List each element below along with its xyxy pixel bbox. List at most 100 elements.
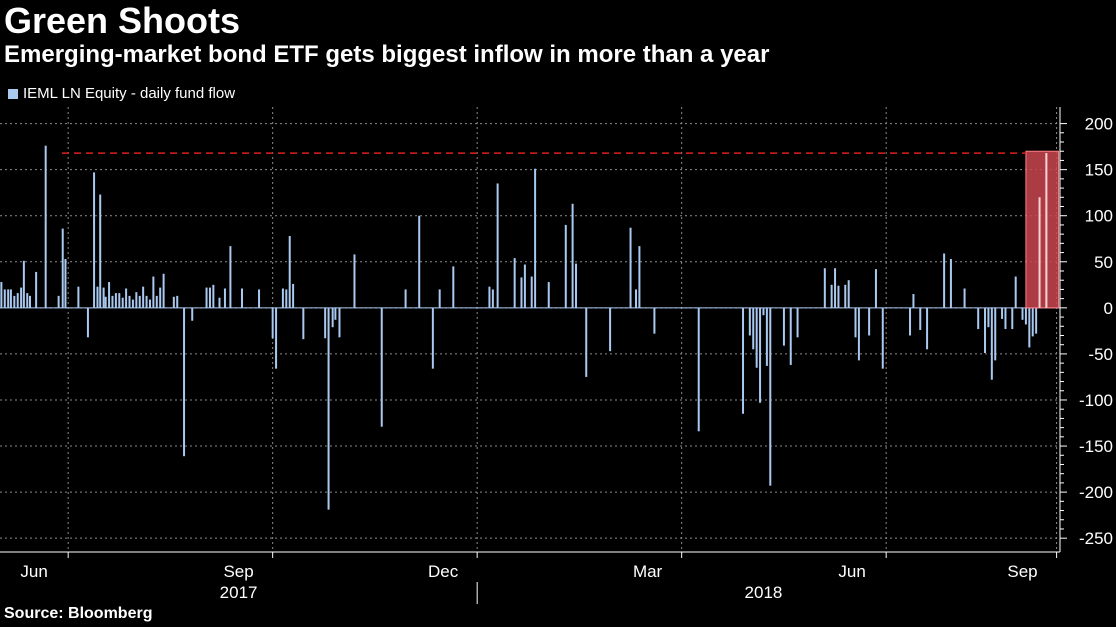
y-tick-label: -250	[1079, 529, 1113, 548]
data-bar	[0, 282, 3, 308]
data-bar	[275, 307, 278, 369]
data-bar	[292, 283, 295, 308]
data-bar	[834, 268, 837, 308]
data-bar	[22, 260, 25, 308]
data-bar	[162, 273, 165, 308]
y-tick-label: -150	[1079, 437, 1113, 456]
data-bar	[418, 215, 421, 308]
data-bar	[7, 289, 10, 308]
data-bar	[93, 172, 96, 308]
y-tick-label: 200	[1085, 115, 1113, 134]
data-bar	[223, 288, 226, 308]
data-bar	[919, 307, 922, 330]
data-bar	[963, 288, 966, 308]
year-label: 2018	[745, 583, 783, 602]
data-bar	[118, 293, 121, 308]
data-bar	[102, 287, 105, 308]
data-bar	[281, 288, 284, 308]
data-bar	[155, 295, 158, 308]
chart-subtitle: Emerging-market bond ETF gets biggest in…	[4, 41, 770, 68]
data-bar	[571, 203, 574, 308]
y-tick-label: 100	[1085, 207, 1113, 226]
data-bar	[762, 307, 765, 316]
data-bar	[77, 286, 80, 308]
data-bar	[912, 294, 915, 308]
data-bar	[324, 307, 327, 339]
data-bar	[990, 307, 993, 380]
data-bar	[837, 285, 840, 308]
data-bar	[1011, 307, 1014, 330]
data-bar	[302, 307, 305, 340]
data-bar	[99, 194, 102, 308]
data-bar	[3, 289, 6, 308]
data-bar	[752, 307, 755, 350]
data-bar	[20, 287, 23, 308]
data-bar	[854, 307, 857, 338]
data-bar	[530, 276, 533, 308]
x-tick-label: Sep	[223, 562, 253, 581]
data-bar	[977, 307, 980, 330]
data-bar	[108, 282, 111, 308]
data-bar	[1035, 307, 1038, 334]
data-bar	[847, 280, 850, 308]
data-bar	[404, 289, 407, 308]
x-tick-label: Sep	[1007, 562, 1037, 581]
data-bar	[205, 287, 208, 308]
data-bar	[926, 307, 929, 350]
data-bar	[1031, 307, 1034, 337]
data-bar	[943, 253, 946, 308]
data-bar	[135, 292, 138, 308]
data-bar	[338, 307, 341, 338]
data-bar	[609, 307, 612, 352]
data-bar	[61, 228, 64, 308]
data-bar	[1001, 307, 1004, 319]
data-bar	[796, 307, 799, 338]
data-bar	[949, 259, 952, 308]
data-bar	[638, 246, 641, 308]
data-bar	[1028, 307, 1031, 348]
data-bar	[513, 258, 516, 308]
data-bar	[183, 307, 186, 457]
data-bar	[984, 307, 987, 353]
data-bar	[431, 307, 434, 369]
legend: IEML LN Equity - daily fund flow	[8, 84, 235, 104]
y-tick-label: -200	[1079, 483, 1113, 502]
data-bar	[176, 295, 179, 308]
data-bar	[64, 259, 67, 308]
data-bar	[288, 235, 291, 308]
x-tick-label: Jun	[838, 562, 865, 581]
data-bar	[172, 296, 175, 308]
data-bar	[534, 168, 537, 308]
data-bar	[994, 307, 997, 361]
data-bar	[111, 295, 114, 308]
data-bar	[334, 307, 337, 320]
data-bar	[212, 284, 215, 308]
data-bar	[285, 289, 288, 308]
data-bar	[987, 307, 990, 328]
data-bar	[830, 284, 833, 308]
x-tick-label: Jun	[20, 562, 47, 581]
data-bar	[520, 277, 523, 308]
data-bar	[9, 289, 12, 308]
data-bar	[148, 299, 151, 308]
data-bar	[114, 293, 117, 308]
data-bar	[152, 276, 155, 308]
year-label: 2017	[220, 583, 258, 602]
data-bar	[57, 295, 60, 308]
data-bar	[145, 295, 148, 308]
data-bar	[26, 293, 29, 308]
data-bar	[575, 263, 578, 308]
source-note: Source: Bloomberg	[4, 605, 153, 622]
data-bar	[629, 227, 632, 308]
legend-label: IEML LN Equity - daily fund flow	[23, 85, 236, 102]
data-bar	[748, 307, 751, 336]
data-bar	[159, 287, 162, 308]
highlight-box	[1025, 150, 1060, 309]
y-tick-label: -100	[1079, 391, 1113, 410]
data-bar	[438, 289, 441, 308]
data-bar	[208, 287, 211, 308]
data-bar	[1021, 307, 1024, 320]
data-bar	[653, 307, 656, 334]
data-bar	[191, 307, 194, 321]
